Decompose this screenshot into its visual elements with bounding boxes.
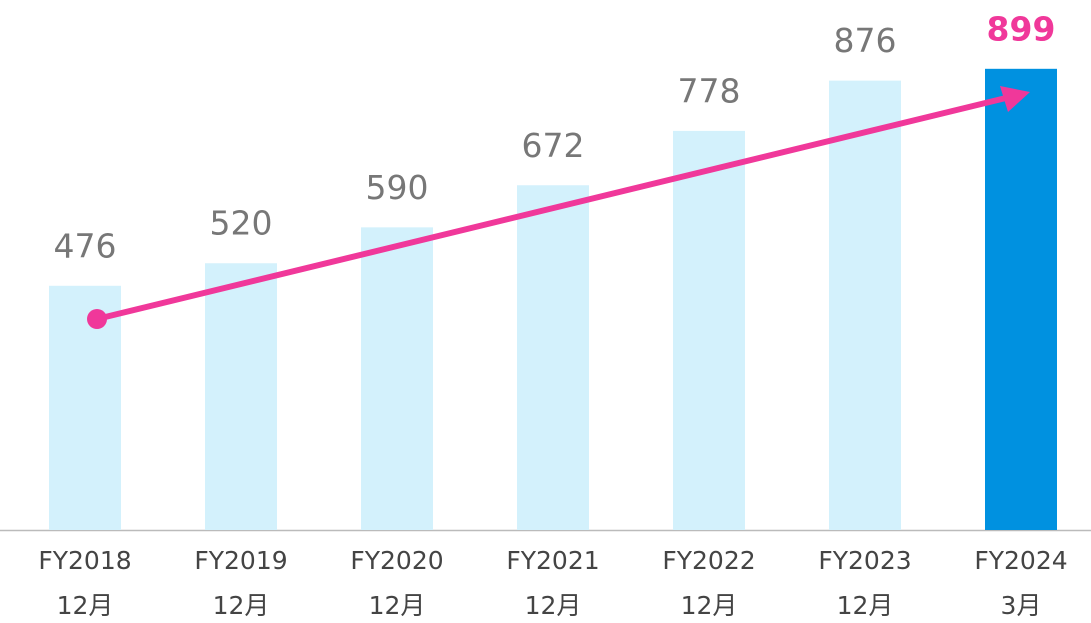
x-tick-label: 12月 (525, 591, 582, 620)
bar (361, 227, 433, 530)
bar (673, 130, 745, 531)
bar (205, 263, 277, 530)
value-label: 899 (987, 9, 1056, 48)
value-label: 520 (210, 204, 273, 243)
x-tick-label: FY2022 (662, 546, 755, 575)
bar (517, 185, 589, 531)
trend-start (87, 309, 107, 329)
bar (985, 68, 1057, 531)
value-label: 672 (522, 126, 585, 165)
x-tick-label: FY2019 (194, 546, 287, 575)
x-tick-label: 12月 (57, 591, 114, 620)
x-tick-label: 12月 (681, 591, 738, 620)
x-tick-label: FY2020 (350, 546, 443, 575)
x-tick-label: 12月 (837, 591, 894, 620)
trend-arrow (96, 94, 1011, 322)
bar (49, 285, 121, 530)
x-tick-label: FY2024 (974, 546, 1067, 575)
x-tick-label: FY2021 (506, 546, 599, 575)
x-tick-label: FY2023 (818, 546, 911, 575)
bar (829, 80, 901, 530)
value-label: 876 (834, 21, 897, 60)
x-tick-label: 3月 (1001, 591, 1042, 620)
value-label: 590 (366, 168, 429, 207)
x-tick-label: FY2018 (38, 546, 131, 575)
arrow-head (1000, 86, 1030, 112)
value-label: 476 (54, 226, 117, 265)
x-tick-label: 12月 (369, 591, 426, 620)
value-label: 778 (678, 71, 741, 110)
x-tick-label: 12月 (213, 591, 270, 620)
